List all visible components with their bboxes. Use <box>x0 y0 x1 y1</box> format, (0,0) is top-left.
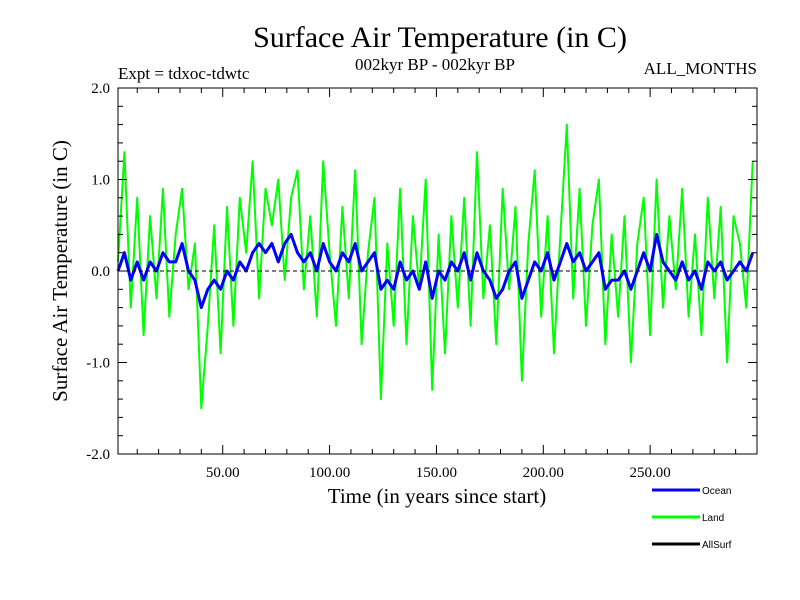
legend: Ocean Land AllSurf <box>652 486 732 551</box>
x-axis: 50.00 100.00 150.00 200.00 250.00 <box>136 88 737 481</box>
x-axis-label: Time (in years since start) <box>328 484 547 508</box>
y-tick-label: 0.0 <box>91 264 110 280</box>
y-tick-label: -2.0 <box>86 447 110 463</box>
period-label: 002kyr BP - 002kyr BP <box>355 55 515 74</box>
x-tick-label: 200.00 <box>523 465 564 481</box>
legend-label-ocean: Ocean <box>702 486 731 497</box>
series-layer <box>116 123 755 410</box>
x-tick-label: 250.00 <box>630 465 671 481</box>
months-label: ALL_MONTHS <box>644 59 757 78</box>
y-tick-label: 1.0 <box>91 173 110 189</box>
series-line-ocean <box>116 232 755 310</box>
x-tick-label: 100.00 <box>309 465 350 481</box>
x-tick-label: 50.00 <box>206 465 240 481</box>
legend-label-allsurf: AllSurf <box>702 540 732 551</box>
legend-label-land: Land <box>702 513 724 524</box>
y-tick-label: -1.0 <box>86 356 110 372</box>
x-tick-label: 150.00 <box>416 465 457 481</box>
experiment-label: Expt = tdxoc-tdwtc <box>118 64 250 83</box>
y-axis-label: Surface Air Temperature (in C) <box>48 140 72 402</box>
y-tick-label: 2.0 <box>91 81 110 97</box>
y-axis: -2.0 -1.0 0.0 1.0 2.0 <box>86 81 757 463</box>
chart-title: Surface Air Temperature (in C) <box>253 21 627 54</box>
